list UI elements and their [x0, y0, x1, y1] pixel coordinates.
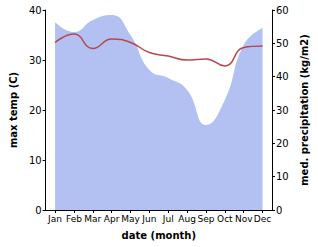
svg-text:30: 30: [276, 105, 289, 116]
svg-text:Jul: Jul: [162, 214, 174, 224]
svg-text:0: 0: [276, 205, 282, 216]
svg-text:40: 40: [29, 5, 42, 16]
svg-text:med. precipitation (kg/m2): med. precipitation (kg/m2): [299, 34, 310, 186]
svg-text:Apr: Apr: [104, 214, 120, 224]
svg-text:max temp (C): max temp (C): [8, 72, 19, 148]
svg-text:40: 40: [276, 71, 289, 82]
svg-text:60: 60: [276, 5, 289, 16]
svg-text:Oct: Oct: [217, 214, 233, 224]
svg-text:Nov: Nov: [235, 214, 253, 224]
svg-text:Jun: Jun: [141, 214, 156, 224]
svg-text:Feb: Feb: [66, 214, 82, 224]
svg-text:10: 10: [29, 155, 42, 166]
svg-text:Jan: Jan: [47, 214, 62, 224]
svg-text:20: 20: [276, 138, 289, 149]
svg-text:date (month): date (month): [122, 230, 196, 241]
svg-text:Sep: Sep: [197, 214, 214, 224]
svg-text:20: 20: [29, 105, 42, 116]
svg-text:Mar: Mar: [84, 214, 101, 224]
svg-text:May: May: [121, 214, 140, 224]
svg-text:50: 50: [276, 38, 289, 49]
svg-text:Aug: Aug: [178, 214, 196, 224]
svg-text:Dec: Dec: [254, 214, 271, 224]
svg-text:0: 0: [35, 205, 41, 216]
svg-text:30: 30: [29, 55, 42, 66]
svg-text:10: 10: [276, 171, 289, 182]
